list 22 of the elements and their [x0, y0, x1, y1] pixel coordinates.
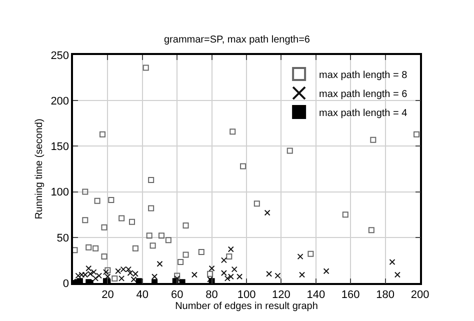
x-tick-label: 20: [102, 288, 114, 301]
y-tick-label: 0: [62, 278, 70, 290]
x-tick-label: 180: [376, 288, 394, 301]
legend-label: max path length = 8: [319, 70, 408, 81]
y-tick-label: 200: [50, 95, 70, 108]
legend-label: max path length = 4: [319, 108, 408, 119]
legend-label: max path length = 6: [319, 88, 408, 100]
x-tick-label: 120: [272, 288, 290, 301]
y-tick-label: 150: [50, 141, 70, 154]
x-tick-label: 200: [410, 288, 430, 301]
x-tick-label: 100: [237, 288, 256, 301]
chart-title: grammar=SP, max path length=6: [164, 34, 310, 46]
x-tick-label: 80: [206, 288, 218, 301]
x-tick-label: 160: [341, 288, 360, 301]
y-tick-label: 250: [50, 50, 70, 62]
x-tick-label: 40: [136, 288, 149, 301]
x-tick-label: 60: [170, 288, 184, 301]
y-tick-label: 50: [56, 232, 70, 244]
x-axis-title: Number of edges in result graph: [175, 300, 318, 312]
x-tick-label: 140: [306, 288, 326, 301]
y-axis-title: Running time (second): [34, 118, 46, 220]
y-tick-label: 100: [50, 186, 70, 199]
